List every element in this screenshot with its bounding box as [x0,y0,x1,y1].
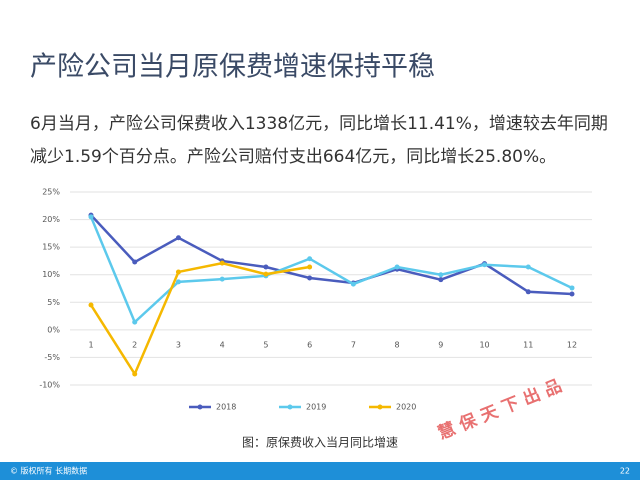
paragraph: 6月当月，产险公司保费收入1338亿元，同比增长11.41%，增速较去年同期减少… [30,114,608,167]
x-tick-label: 1 [88,341,93,350]
legend-label: 2019 [306,403,326,412]
data-point [175,269,181,275]
data-point [132,259,138,265]
y-tick-label: -10% [39,381,60,390]
data-point [525,289,531,295]
y-tick-label: 5% [47,298,60,307]
legend-label: 2018 [216,403,236,412]
data-point [132,319,138,325]
y-tick-label: -5% [44,353,60,362]
x-tick-label: 6 [307,341,312,350]
legend-marker [287,404,293,410]
y-tick-label: 25% [42,188,60,197]
data-point [569,291,575,297]
x-tick-label: 12 [567,341,577,350]
data-point [525,264,531,270]
x-tick-label: 4 [220,341,225,350]
legend-label: 2020 [396,403,416,412]
x-tick-label: 11 [523,341,533,350]
data-point [175,279,181,285]
data-point [219,276,225,282]
y-tick-label: 20% [42,215,60,224]
x-tick-label: 8 [395,341,400,350]
x-tick-label: 7 [351,341,356,350]
data-point [482,262,488,268]
data-point [307,275,313,281]
data-point [175,235,181,241]
series-line [90,214,573,296]
data-point [394,264,400,270]
x-tick-label: 9 [438,341,443,350]
y-tick-label: 15% [42,243,60,252]
data-point [307,256,313,262]
data-point [569,285,575,291]
data-point [132,371,138,377]
series-line [89,261,310,377]
y-tick-label: 10% [42,270,60,279]
x-tick-label: 2 [132,341,137,350]
data-point [263,271,269,277]
footer-bar [0,462,640,480]
legend-marker [197,404,203,410]
slide-title: 产险公司当月原保费增速保持平稳 [30,52,435,83]
y-tick-label: 0% [47,325,60,334]
data-point [88,214,94,220]
chart-caption: 图：原保费收入当月同比增速 [242,436,398,450]
data-point [438,277,444,283]
x-tick-label: 10 [479,341,489,350]
data-point [438,272,444,278]
data-point [350,281,356,287]
data-point [263,264,269,270]
legend-marker [377,404,383,410]
page-number: 22 [620,467,630,476]
footer-copyright: © 版权所有 长期数据 [10,466,87,476]
data-point [219,260,225,266]
data-point [88,302,94,308]
x-tick-label: 3 [176,341,181,350]
x-tick-label: 5 [263,341,268,350]
data-point [307,264,313,270]
